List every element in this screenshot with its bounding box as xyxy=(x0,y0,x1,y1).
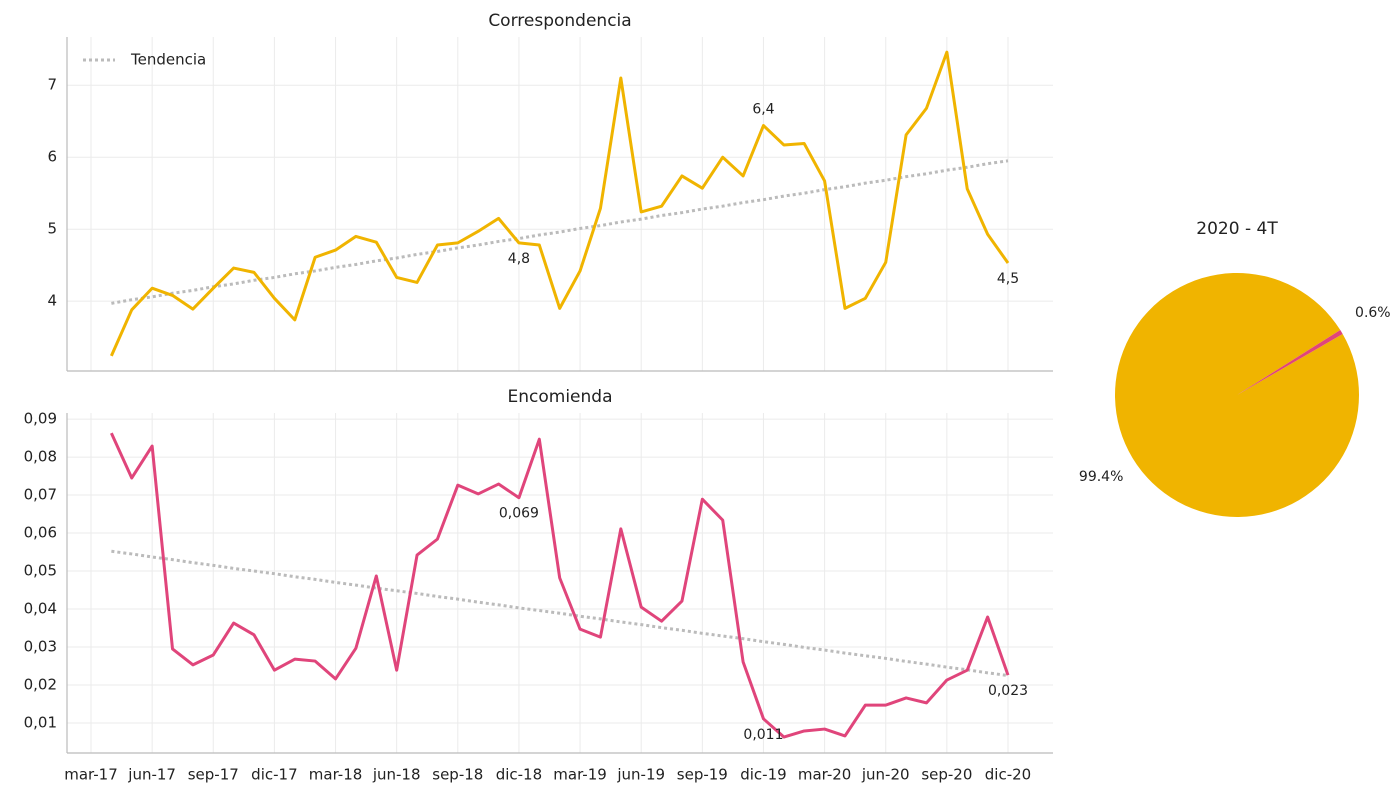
trend-line xyxy=(111,549,1009,677)
pie-label: 0.6% xyxy=(1355,305,1391,321)
legend-label: Tendencia xyxy=(130,51,206,69)
x-tick-label: sep-17 xyxy=(188,766,239,784)
data-label: 4,5 xyxy=(997,271,1019,287)
chart-title: Correspondencia xyxy=(488,11,631,31)
data-label: 4,8 xyxy=(508,251,530,267)
x-tick-label: sep-19 xyxy=(677,766,728,784)
data-line xyxy=(110,432,1010,739)
data-line xyxy=(110,50,1010,357)
data-label: 0,023 xyxy=(988,683,1028,699)
x-tick-label: mar-20 xyxy=(798,766,852,784)
y-tick-label: 0,08 xyxy=(24,448,57,466)
x-tick-label: sep-20 xyxy=(921,766,972,784)
y-tick-label: 0,06 xyxy=(24,524,57,542)
y-tick-label: 0,04 xyxy=(24,600,57,618)
y-tick-label: 4 xyxy=(47,292,57,310)
x-tick-label: sep-18 xyxy=(432,766,483,784)
pie-slice xyxy=(1237,330,1343,395)
x-tick-label: mar-18 xyxy=(309,766,363,784)
pie-label: 99.4% xyxy=(1079,469,1123,485)
x-tick-label: jun-20 xyxy=(861,766,910,784)
y-tick-label: 5 xyxy=(47,220,57,238)
x-tick-label: jun-18 xyxy=(372,766,421,784)
x-tick-label: dic-19 xyxy=(740,766,786,784)
data-label: 0,069 xyxy=(499,506,539,522)
y-tick-label: 0,07 xyxy=(24,486,57,504)
y-tick-label: 0,01 xyxy=(24,713,57,731)
chart-title: 2020 - 4T xyxy=(1196,219,1278,239)
x-tick-label: mar-17 xyxy=(64,766,118,784)
y-tick-label: 0,09 xyxy=(24,410,57,428)
y-tick-label: 0,05 xyxy=(24,562,57,580)
pie-slice xyxy=(1115,273,1360,518)
y-tick-label: 7 xyxy=(47,76,57,94)
y-tick-label: 0,03 xyxy=(24,638,57,656)
data-label: 0,011 xyxy=(743,727,783,743)
y-tick-label: 0,02 xyxy=(24,676,57,694)
x-tick-label: dic-18 xyxy=(496,766,542,784)
y-tick-label: 6 xyxy=(47,148,57,166)
x-tick-label: jun-19 xyxy=(616,766,665,784)
x-tick-label: dic-17 xyxy=(251,766,297,784)
chart-title: Encomienda xyxy=(508,387,613,407)
x-tick-label: dic-20 xyxy=(985,766,1031,784)
data-label: 6,4 xyxy=(752,102,774,118)
x-tick-label: mar-19 xyxy=(553,766,607,784)
x-tick-label: jun-17 xyxy=(127,766,176,784)
